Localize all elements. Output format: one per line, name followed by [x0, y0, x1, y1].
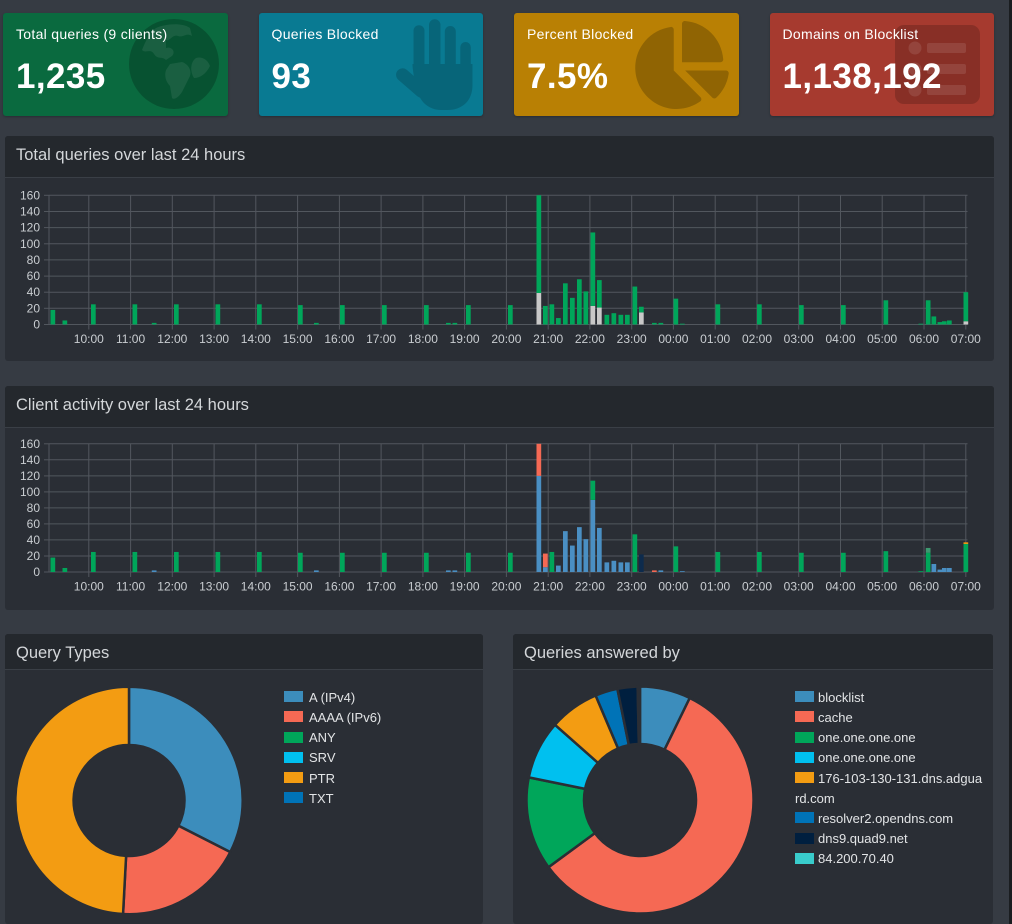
svg-text:140: 140: [20, 452, 40, 466]
svg-text:120: 120: [20, 221, 40, 235]
svg-text:04:00: 04:00: [825, 579, 855, 593]
svg-text:05:00: 05:00: [867, 579, 897, 593]
svg-text:18:00: 18:00: [408, 332, 438, 346]
svg-text:10:00: 10:00: [74, 332, 104, 346]
svg-text:60: 60: [27, 269, 41, 283]
svg-text:06:00: 06:00: [909, 332, 939, 346]
svg-text:22:00: 22:00: [575, 579, 605, 593]
svg-text:06:00: 06:00: [909, 579, 939, 593]
svg-text:80: 80: [27, 500, 41, 514]
svg-text:11:00: 11:00: [116, 579, 145, 593]
svg-text:0: 0: [33, 318, 40, 332]
svg-text:22:00: 22:00: [575, 332, 605, 346]
svg-text:80: 80: [27, 253, 41, 267]
svg-text:10:00: 10:00: [74, 579, 104, 593]
svg-text:16:00: 16:00: [324, 579, 354, 593]
svg-text:18:00: 18:00: [408, 579, 438, 593]
svg-text:23:00: 23:00: [617, 332, 647, 346]
svg-text:20: 20: [27, 549, 41, 563]
svg-text:0: 0: [33, 565, 40, 579]
svg-text:04:00: 04:00: [825, 332, 855, 346]
svg-text:01:00: 01:00: [700, 332, 730, 346]
svg-text:160: 160: [20, 188, 40, 202]
svg-text:120: 120: [20, 468, 40, 482]
svg-text:13:00: 13:00: [199, 579, 229, 593]
svg-text:100: 100: [20, 237, 40, 251]
svg-text:20:00: 20:00: [491, 332, 521, 346]
svg-text:140: 140: [20, 205, 40, 219]
svg-text:21:00: 21:00: [533, 332, 563, 346]
svg-text:00:00: 00:00: [658, 332, 688, 346]
svg-text:21:00: 21:00: [533, 579, 563, 593]
svg-text:14:00: 14:00: [241, 579, 271, 593]
svg-text:01:00: 01:00: [700, 579, 730, 593]
svg-text:60: 60: [27, 516, 41, 530]
svg-text:12:00: 12:00: [157, 332, 187, 346]
svg-text:15:00: 15:00: [283, 579, 313, 593]
svg-text:11:00: 11:00: [116, 332, 145, 346]
svg-text:40: 40: [27, 532, 41, 546]
svg-text:17:00: 17:00: [366, 579, 396, 593]
svg-text:03:00: 03:00: [784, 579, 814, 593]
svg-text:15:00: 15:00: [283, 332, 313, 346]
svg-text:02:00: 02:00: [742, 579, 772, 593]
svg-text:02:00: 02:00: [742, 332, 772, 346]
svg-text:14:00: 14:00: [241, 332, 271, 346]
svg-text:05:00: 05:00: [867, 332, 897, 346]
svg-text:07:00: 07:00: [951, 579, 981, 593]
svg-text:19:00: 19:00: [450, 332, 480, 346]
svg-text:23:00: 23:00: [617, 579, 647, 593]
svg-text:17:00: 17:00: [366, 332, 396, 346]
svg-text:12:00: 12:00: [157, 579, 187, 593]
svg-text:160: 160: [20, 436, 40, 450]
svg-text:07:00: 07:00: [951, 332, 981, 346]
svg-text:16:00: 16:00: [324, 332, 354, 346]
svg-text:40: 40: [27, 285, 41, 299]
svg-text:20:00: 20:00: [491, 579, 521, 593]
svg-text:20: 20: [27, 301, 41, 315]
svg-text:19:00: 19:00: [450, 579, 480, 593]
svg-text:00:00: 00:00: [658, 579, 688, 593]
svg-text:100: 100: [20, 484, 40, 498]
svg-text:13:00: 13:00: [199, 332, 229, 346]
svg-text:03:00: 03:00: [784, 332, 814, 346]
